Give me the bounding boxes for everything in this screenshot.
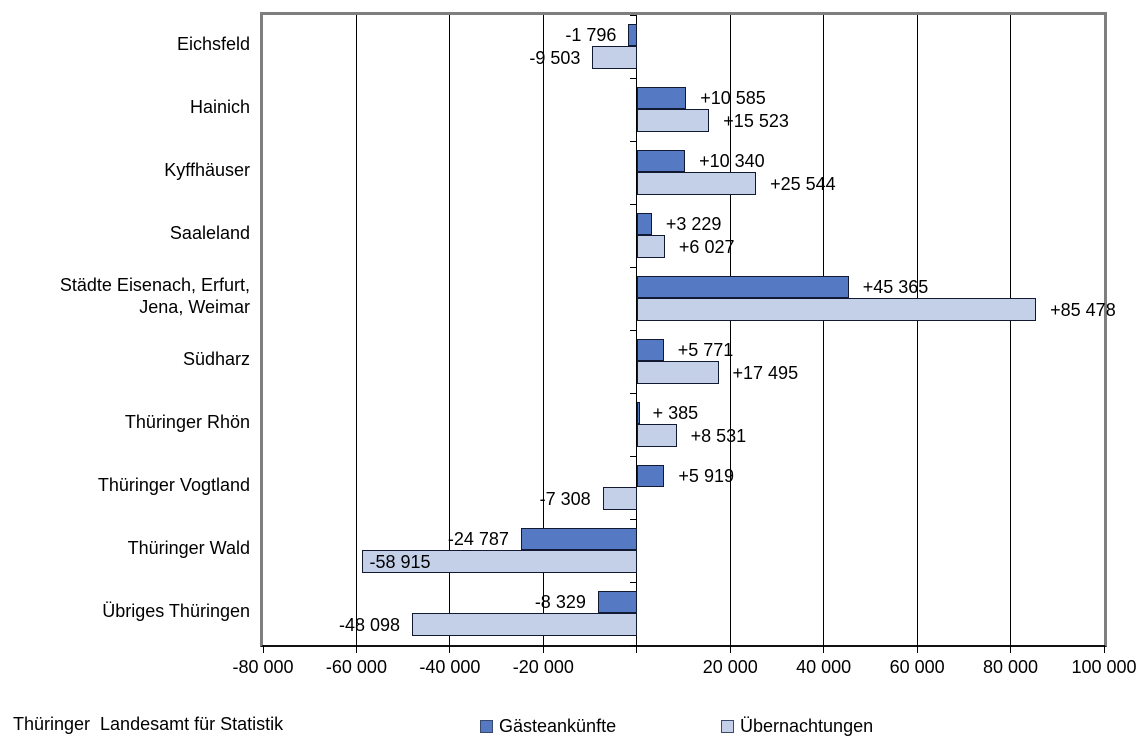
x-tick-label: -20 000 — [512, 657, 574, 677]
x-tick-label: 100 000 — [1071, 657, 1137, 677]
bar-gaesteankuenfte-4 — [636, 276, 849, 298]
data-label: +10 585 — [700, 88, 766, 108]
bar-uebernachtungen-7 — [602, 487, 637, 510]
bar-gaesteankuenfte-9 — [597, 591, 637, 613]
x-tick-label: 40 000 — [796, 657, 852, 677]
category-label-4: Städte Eisenach, Erfurt, Jena, Weimar — [59, 274, 250, 317]
bar-gaesteankuenfte-8 — [520, 528, 637, 550]
bar-gaesteankuenfte-2 — [636, 150, 686, 172]
gridline — [823, 15, 825, 645]
x-axis-tick — [355, 645, 357, 653]
x-axis-tick — [729, 645, 731, 653]
data-label: +25 544 — [770, 173, 836, 194]
x-axis-tick — [262, 645, 264, 653]
data-label: -48 098 — [339, 614, 401, 635]
bar-gaesteankuenfte-6 — [636, 402, 640, 424]
category-tick — [629, 267, 637, 268]
category-tick — [629, 582, 637, 583]
data-label: -7 308 — [539, 488, 591, 509]
category-label-1: Hainich — [189, 96, 250, 117]
bar-uebernachtungen-5 — [636, 361, 719, 384]
category-tick — [629, 204, 637, 205]
category-label-0: Eichsfeld — [176, 33, 250, 54]
category-label-6: Thüringer Rhön — [124, 411, 250, 432]
bar-uebernachtungen-9 — [412, 613, 637, 636]
x-tick-label: -60 000 — [325, 657, 387, 677]
data-label: +10 340 — [699, 151, 765, 171]
bar-gaesteankuenfte-3 — [636, 213, 652, 235]
data-label: +3 229 — [665, 214, 722, 234]
legend-swatch-uebernachtungen-icon — [721, 720, 734, 733]
data-label: -8 329 — [534, 592, 586, 612]
bar-uebernachtungen-4 — [636, 298, 1037, 321]
category-tick — [629, 141, 637, 142]
legend-item-gaesteankuenfte: Gästeankünfte — [480, 716, 616, 737]
category-label-7: Thüringer Vogtland — [97, 474, 250, 495]
legend-label-gaesteankuenfte: Gästeankünfte — [499, 716, 617, 736]
gridline — [449, 15, 451, 645]
gridline — [916, 15, 918, 645]
gridline — [1010, 15, 1012, 645]
x-axis-tick — [916, 645, 918, 653]
x-axis-tick — [1103, 645, 1105, 653]
category-tick — [629, 15, 637, 16]
data-label: +6 027 — [678, 236, 735, 257]
bar-uebernachtungen-6 — [636, 424, 677, 447]
legend-label-uebernachtungen: Übernachtungen — [740, 716, 874, 736]
bar-uebernachtungen-8 — [361, 550, 637, 573]
x-tick-label: -40 000 — [419, 657, 481, 677]
data-label: +85 478 — [1050, 299, 1116, 320]
bar-uebernachtungen-0 — [592, 46, 637, 69]
category-label-5: Südharz — [182, 348, 250, 369]
data-label: +5 771 — [677, 340, 734, 360]
category-label-2: Kyffhäuser — [164, 159, 250, 180]
data-label: +15 523 — [723, 110, 789, 131]
x-tick-label: 80 000 — [983, 657, 1039, 677]
bar-gaesteankuenfte-0 — [628, 24, 637, 46]
category-label-3: Saaleland — [169, 222, 250, 243]
category-label-9: Übriges Thüringen — [102, 600, 250, 621]
bar-gaesteankuenfte-7 — [636, 465, 665, 487]
data-label: + 385 — [652, 403, 699, 423]
category-tick — [629, 456, 637, 457]
gridline — [355, 15, 357, 645]
zero-axis-line — [636, 15, 638, 645]
category-tick — [629, 393, 637, 394]
gridline — [729, 15, 731, 645]
legend-item-uebernachtungen: Übernachtungen — [721, 716, 873, 737]
plot-area: -80 000 -60 000 -40 000 -20 000 20 000 40 000… — [232, 12, 1137, 677]
gridline — [542, 15, 544, 645]
data-label: -24 787 — [447, 529, 509, 549]
data-label: -9 503 — [529, 47, 581, 68]
category-tick — [629, 519, 637, 520]
category-tick — [629, 330, 637, 331]
x-tick-label: 60 000 — [889, 657, 945, 677]
data-label: +45 365 — [862, 277, 929, 297]
data-label: -1 796 — [565, 25, 617, 45]
bar-gaesteankuenfte-1 — [636, 87, 687, 109]
data-label: +8 531 — [690, 425, 747, 446]
data-label: +17 495 — [732, 362, 799, 383]
bar-uebernachtungen-2 — [636, 172, 757, 195]
category-tick — [629, 78, 637, 79]
source-text: Thüringer Landesamt für Statistik — [13, 714, 284, 734]
x-axis-tick — [823, 645, 825, 653]
bar-gaesteankuenfte-5 — [636, 339, 664, 361]
x-axis-tick — [1010, 645, 1012, 653]
category-tick — [629, 645, 637, 646]
bar-uebernachtungen-1 — [636, 109, 710, 132]
data-label: -58 915 — [369, 551, 431, 572]
x-axis-tick — [542, 645, 544, 653]
data-label: +5 919 — [678, 466, 734, 486]
x-axis-tick — [449, 645, 451, 653]
x-tick-label: 20 000 — [702, 657, 758, 677]
x-tick-label: -80 000 — [232, 657, 294, 677]
bar-uebernachtungen-3 — [636, 235, 665, 258]
category-label-8: Thüringer Wald — [127, 537, 250, 558]
x-axis-tick — [636, 645, 638, 653]
legend-swatch-gaesteankuenfte-icon — [480, 720, 493, 733]
